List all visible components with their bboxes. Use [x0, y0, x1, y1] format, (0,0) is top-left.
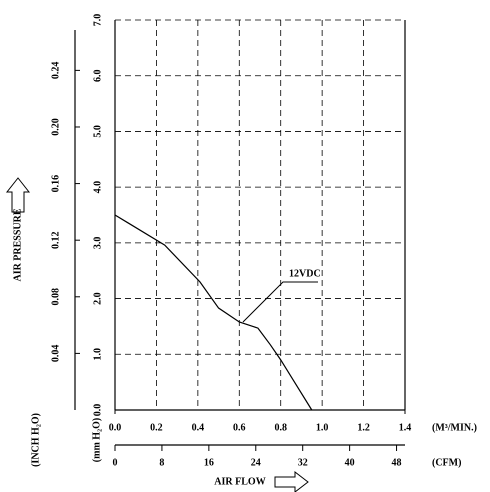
y-tick-label: 0.0 [92, 404, 103, 417]
x-tick-label: 0.6 [233, 422, 246, 433]
x-axis-label: AIR FLOW [214, 476, 265, 487]
curve [114, 214, 313, 411]
x2-tick-label: 40 [345, 457, 355, 468]
annotation-leader [242, 281, 318, 323]
x2-tick-label: 0 [113, 457, 118, 468]
y-tick-label: 7.0 [92, 14, 103, 27]
y2-unit: (INCH H₂O) [30, 413, 41, 467]
x2-tick-label: 24 [251, 457, 261, 468]
x-tick-label: 1.4 [399, 422, 412, 433]
y-tick-label: 1.0 [92, 348, 103, 361]
x2-tick-label: 48 [392, 457, 402, 468]
x2-tick-label: 8 [159, 457, 164, 468]
x-unit: (M³/MIN.) [432, 422, 477, 433]
x-tick-label: 0.8 [274, 422, 287, 433]
x-tick-label: 0.0 [109, 422, 122, 433]
x2-unit: (CFM) [432, 457, 461, 468]
right-arrow [274, 470, 309, 492]
y-unit: (mm H₂O) [91, 418, 102, 462]
y-tick-label: 6.0 [92, 69, 103, 82]
y2-tick-label: 0.24 [50, 62, 61, 80]
y-tick-label: 4.0 [92, 181, 103, 194]
x-tick-label: 1.2 [357, 422, 370, 433]
y2-tick-label: 0.20 [50, 118, 61, 136]
x-tick-label: 0.4 [192, 422, 205, 433]
up-arrow [5, 177, 31, 213]
x2-tick-label: 16 [204, 457, 214, 468]
y-tick-label: 3.0 [92, 237, 103, 250]
x2-tick-label: 32 [298, 457, 308, 468]
y2-tick-label: 0.04 [50, 345, 61, 363]
y-tick-label: 2.0 [92, 292, 103, 305]
curve-label: 12VDC [289, 268, 321, 279]
y-axis-label: AIR PRESSURE [12, 208, 23, 281]
x-tick-label: 0.2 [150, 422, 163, 433]
y2-tick-label: 0.16 [50, 175, 61, 193]
y2-tick-label: 0.12 [50, 231, 61, 249]
y2-tick-label: 0.08 [50, 288, 61, 306]
x-tick-label: 1.0 [316, 422, 329, 433]
y-tick-label: 5.0 [92, 125, 103, 138]
